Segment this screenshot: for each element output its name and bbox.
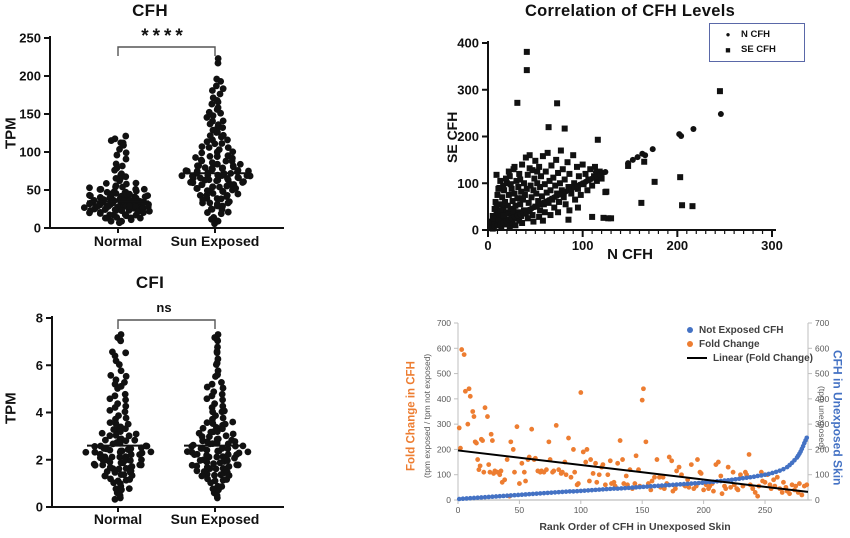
orange-dot-marker-icon [687, 341, 693, 347]
svg-text:300: 300 [437, 419, 451, 429]
rank-legend: Not Exposed CFH Fold Change Linear (Fold… [687, 323, 813, 365]
legend-row-se-cfh: ■ SE CFH [710, 42, 804, 57]
svg-text:100: 100 [815, 470, 829, 480]
svg-text:2: 2 [36, 452, 43, 467]
cfi-panel-title: CFI [135, 273, 165, 292]
svg-text:100: 100 [572, 238, 594, 253]
cfh-panel-title: CFH [132, 1, 168, 20]
svg-text:0: 0 [446, 495, 451, 505]
rank-right-axis-subtitle: (tpm unexposed) [817, 386, 827, 450]
svg-text:150: 150 [19, 107, 41, 122]
correlation-x-axis-label: N CFH [607, 246, 653, 263]
svg-text:200: 200 [437, 444, 451, 454]
svg-text:200: 200 [19, 69, 41, 84]
svg-text:0: 0 [472, 223, 479, 238]
rank-left-axis-subtitle: (tpm exposed / tpm not exposed) [422, 353, 432, 479]
svg-text:150: 150 [635, 505, 649, 515]
svg-text:200: 200 [457, 129, 479, 144]
svg-text:200: 200 [815, 444, 829, 454]
svg-text:250: 250 [758, 505, 772, 515]
svg-text:600: 600 [437, 343, 451, 353]
correlation-legend: ● N CFH ■ SE CFH [709, 23, 805, 62]
cfi-significance-ns: ns [156, 300, 172, 315]
svg-text:4: 4 [36, 405, 44, 420]
svg-text:300: 300 [761, 238, 783, 253]
cfi-category-normal: Normal [93, 511, 143, 527]
svg-text:200: 200 [666, 238, 688, 253]
trendline-marker-icon [687, 356, 707, 360]
correlation-y-axis-label: SE CFH [444, 111, 460, 163]
svg-text:200: 200 [697, 505, 711, 515]
rank-left-axis-title: Fold Change in CFH [405, 361, 418, 471]
legend-label-n-cfh: N CFH [741, 29, 771, 40]
cfh-category-sun-exposed: Sun Exposed [170, 233, 260, 249]
svg-text:0: 0 [484, 238, 491, 253]
svg-text:250: 250 [19, 31, 41, 46]
svg-text:600: 600 [815, 343, 829, 353]
rank-x-axis-title: Rank Order of CFH in Unexposed Skin [539, 521, 731, 533]
legend-label-not-exposed: Not Exposed CFH [699, 324, 784, 336]
legend-label-fold-change: Fold Change [699, 338, 760, 350]
cfh-dotplot-chart: 0 50 100 150 200 250 [19, 31, 284, 236]
circle-marker-icon: ● [725, 30, 731, 39]
legend-label-linear: Linear (Fold Change) [713, 352, 813, 364]
svg-text:700: 700 [437, 318, 451, 328]
svg-text:0: 0 [34, 221, 41, 236]
svg-text:400: 400 [815, 394, 829, 404]
svg-text:0: 0 [36, 500, 43, 515]
blue-dot-marker-icon [687, 327, 693, 333]
correlation-title: Correlation of CFH Levels [524, 2, 736, 20]
correlation-scatter-chart: 0 100 200 300 400 0 100 200 300 [457, 36, 783, 254]
cfi-category-sun-exposed: Sun Exposed [170, 511, 260, 527]
svg-text:300: 300 [457, 82, 479, 97]
svg-text:400: 400 [437, 394, 451, 404]
cfh-significance-stars: **** [141, 26, 187, 47]
legend-row-not-exposed: Not Exposed CFH [687, 323, 813, 337]
square-marker-icon: ■ [725, 44, 731, 55]
svg-text:100: 100 [457, 176, 479, 191]
cfh-category-normal: Normal [93, 233, 143, 249]
svg-text:0: 0 [456, 505, 461, 515]
svg-text:400: 400 [457, 36, 479, 51]
svg-text:100: 100 [574, 505, 588, 515]
legend-label-se-cfh: SE CFH [741, 44, 776, 55]
svg-text:8: 8 [36, 311, 43, 326]
svg-text:50: 50 [515, 505, 525, 515]
cfh-y-axis-label: TPM [2, 117, 20, 149]
cfi-dotplot-chart: 0 2 4 6 8 [36, 311, 284, 515]
svg-text:50: 50 [27, 183, 41, 198]
svg-text:300: 300 [815, 419, 829, 429]
svg-text:100: 100 [19, 145, 41, 160]
legend-row-n-cfh: ● N CFH [710, 27, 804, 42]
svg-text:0: 0 [815, 495, 820, 505]
svg-text:100: 100 [437, 470, 451, 480]
legend-row-linear: Linear (Fold Change) [687, 351, 813, 365]
cfi-y-axis-label: TPM [2, 392, 20, 424]
svg-text:700: 700 [815, 318, 829, 328]
svg-text:500: 500 [815, 369, 829, 379]
svg-text:6: 6 [36, 358, 43, 373]
rank-right-axis-title: CFH in Unexposed Skin [830, 350, 845, 486]
legend-row-fold-change: Fold Change [687, 337, 813, 351]
svg-text:500: 500 [437, 369, 451, 379]
